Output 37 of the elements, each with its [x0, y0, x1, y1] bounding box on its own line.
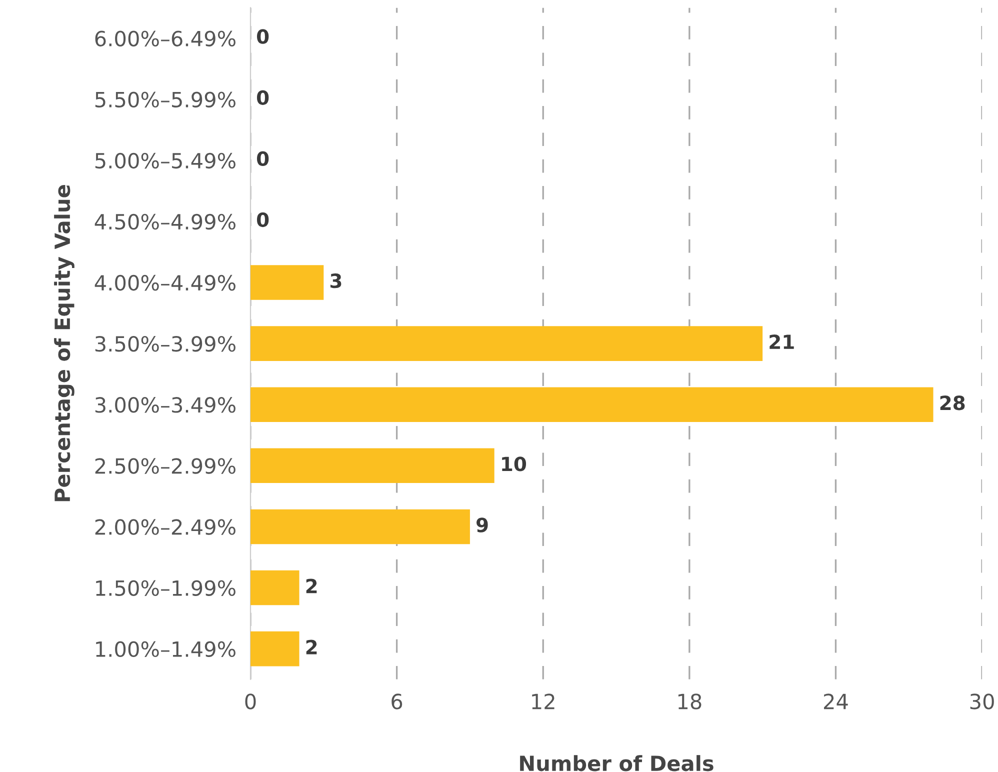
x-tick-label: 18	[678, 694, 702, 710]
y-axis-title: Percentage of Equity Value	[54, 185, 74, 502]
data-label: 3	[330, 273, 342, 288]
data-label: 0	[256, 29, 269, 44]
x-tick-label: 0	[245, 694, 256, 710]
x-tick-label: 30	[970, 694, 994, 710]
y-tick-label: 4.50%–4.99%	[94, 214, 236, 230]
x-tick-label: 6	[392, 694, 402, 710]
data-label: 9	[476, 518, 488, 532]
y-tick-label: 1.50%–1.99%	[96, 580, 236, 596]
bar	[250, 448, 494, 484]
bar	[250, 570, 300, 606]
data-label: 2	[306, 640, 317, 654]
bar	[250, 265, 324, 300]
data-label: 10	[502, 456, 526, 472]
bar	[250, 387, 934, 422]
x-axis-title: Number of Deals	[520, 755, 714, 772]
data-label: 0	[256, 151, 269, 166]
data-label: 2	[306, 578, 317, 594]
bar	[250, 326, 763, 361]
x-tick-label: 12	[532, 694, 554, 710]
y-tick-label: 2.00%–2.49%	[95, 519, 236, 535]
data-label: 0	[256, 90, 269, 105]
bar	[250, 509, 470, 544]
data-label: 28	[940, 396, 965, 410]
y-tick-label: 6.00%–6.49%	[95, 30, 236, 46]
y-tick-label: 1.00%–1.49%	[96, 641, 236, 658]
y-tick-label: 3.00%–3.49%	[95, 397, 236, 413]
y-tick-label: 5.50%–5.99%	[95, 92, 236, 108]
data-label: 21	[770, 334, 794, 349]
y-tick-label: 5.00%–5.49%	[95, 152, 236, 169]
y-tick-label: 3.50%–3.99%	[95, 336, 236, 352]
data-label: 0	[256, 212, 269, 228]
bar	[250, 631, 300, 666]
y-tick-label: 4.00%–4.49%	[94, 274, 236, 291]
y-tick-label: 2.50%–2.99%	[95, 458, 236, 474]
x-tick-label: 24	[824, 694, 848, 710]
